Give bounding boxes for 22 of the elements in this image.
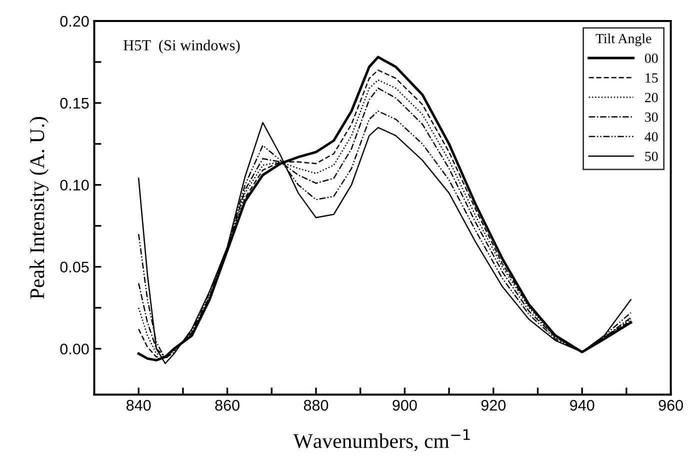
- y-tick-label: 0.20: [60, 16, 89, 27]
- x-axis-title: Wavenumbers, cm$^{−1}$: [293, 429, 470, 452]
- x-tick-label: 880: [304, 400, 328, 411]
- y-tick-label: 0.10: [60, 180, 89, 191]
- x-tick-label: 860: [215, 400, 240, 411]
- legend-label: 50: [645, 152, 658, 162]
- y-tick-label: 0.15: [60, 98, 89, 109]
- y-tick-label: 0.05: [60, 262, 89, 272]
- legend-label: 00: [644, 54, 658, 63]
- legend-label: 20: [645, 92, 658, 102]
- legend-label: 40: [644, 132, 658, 142]
- legend-label: 15: [646, 73, 658, 83]
- x-tick-label: 940: [570, 400, 594, 411]
- legend-title: Tilt Angle: [596, 34, 652, 46]
- annotation: H5T (Si windows): [124, 40, 240, 54]
- x-tick-label: 900: [392, 400, 417, 411]
- x-tick-label: 840: [126, 400, 151, 411]
- y-axis-title: Peak Intensity (A. U.): [30, 117, 49, 299]
- x-tick-label: 920: [481, 400, 506, 411]
- y-tick-label: 0.00: [60, 344, 89, 354]
- x-tick-label: 960: [658, 400, 683, 411]
- legend-label: 30: [645, 112, 658, 122]
